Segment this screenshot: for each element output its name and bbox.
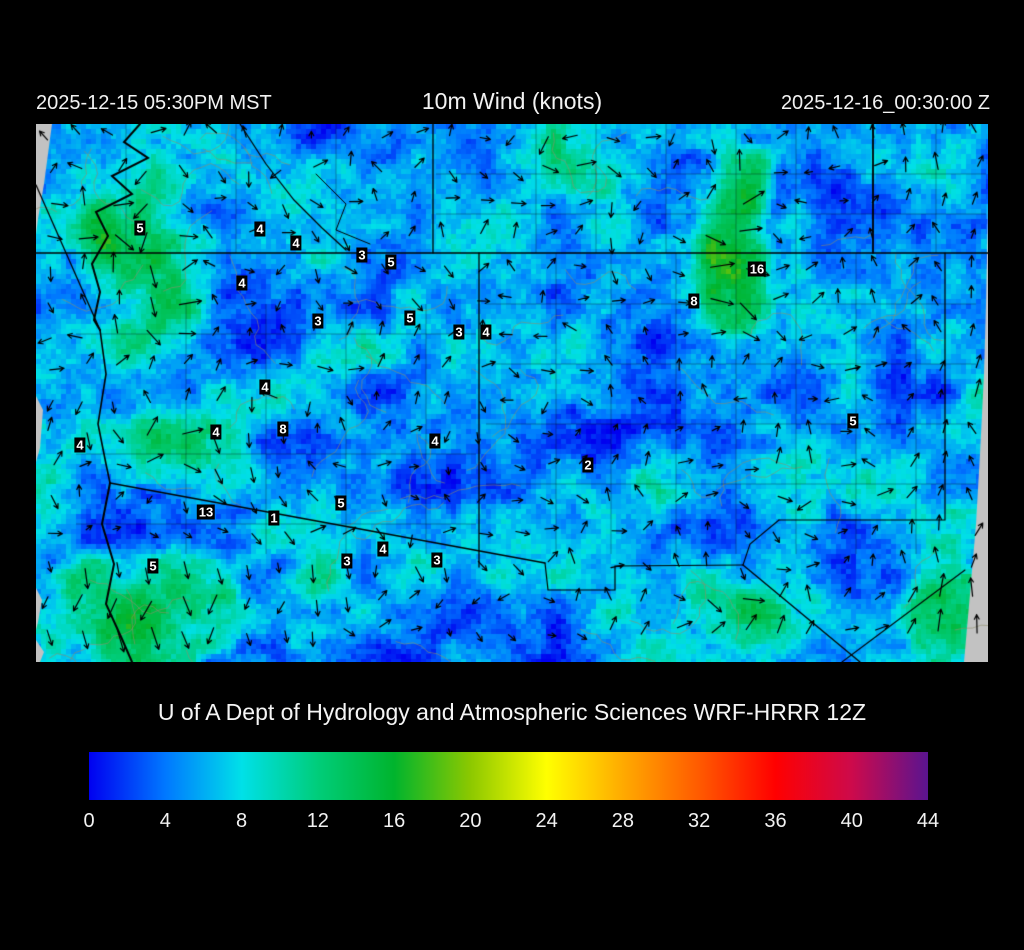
wind-speed-label: 8 xyxy=(688,293,700,309)
wind-speed-label: 4 xyxy=(74,437,86,453)
colorbar-ticks: 0 4 8 12 16 20 24 28 32 36 40 44 xyxy=(83,810,939,836)
wind-speed-label: 5 xyxy=(134,220,146,236)
wind-speed-label: 5 xyxy=(335,495,347,511)
colorbar-tick-label: 40 xyxy=(840,810,863,832)
wind-speed-label: 4 xyxy=(210,424,222,440)
wind-speed-label: 4 xyxy=(236,275,248,291)
colorbar-tick-label: 32 xyxy=(688,810,711,832)
wind-speed-label: 13 xyxy=(196,504,216,520)
wind-speed-label: 1 xyxy=(268,510,280,526)
colorbar-tick-label: 28 xyxy=(611,810,635,832)
wind-speed-label: 5 xyxy=(847,413,859,429)
wind-speed-label: 4 xyxy=(480,324,492,340)
wind-speed-label: 5 xyxy=(404,310,416,326)
colorbar-tick-label: 16 xyxy=(382,810,406,832)
wind-speed-label: 3 xyxy=(453,324,465,340)
valid-time-local: 2025-12-15 05:30PM MST xyxy=(36,92,272,114)
colorbar-gradient xyxy=(89,752,928,800)
wind-speed-label: 3 xyxy=(312,313,324,329)
wind-map: 5 4 4 3 5 4 16 8 3 5 3 4 4 4 8 4 4 2 5 13 1 5 5 4 3 3 xyxy=(36,124,988,662)
colorbar-tick-label: 12 xyxy=(306,810,329,832)
wind-speed-labels: 5 4 4 3 5 4 16 8 3 5 3 4 4 4 8 4 4 2 5 13 1 5 5 4 3 3 xyxy=(36,124,988,662)
wind-speed-label: 3 xyxy=(356,247,368,263)
valid-time-utc: 2025-12-16_00:30:00 Z xyxy=(780,92,990,114)
page-title: 10m Wind (knots) xyxy=(421,88,603,114)
wind-speed-label: 16 xyxy=(747,261,767,277)
colorbar-tick-label: 8 xyxy=(235,810,248,832)
colorbar-tick-label: 24 xyxy=(535,810,558,832)
wind-speed-label: 5 xyxy=(147,558,159,574)
wind-speed-label: 2 xyxy=(582,457,594,473)
colorbar-tick-label: 4 xyxy=(159,810,171,832)
colorbar-tick-label: 0 xyxy=(83,810,95,832)
wind-speed-label: 8 xyxy=(277,421,289,437)
wind-speed-label: 4 xyxy=(254,221,266,237)
wind-speed-label: 3 xyxy=(431,552,443,568)
colorbar-tick-label: 20 xyxy=(459,810,482,832)
wind-speed-label: 3 xyxy=(341,553,353,569)
wind-map-canvas xyxy=(36,124,988,662)
wind-speed-label: 4 xyxy=(290,235,302,251)
wind-speed-label: 5 xyxy=(385,254,397,270)
wind-speed-label: 4 xyxy=(259,379,271,395)
caption: U of A Dept of Hydrology and Atmospheric… xyxy=(157,699,867,725)
wind-speed-label: 4 xyxy=(377,541,389,557)
colorbar-tick-label: 36 xyxy=(764,810,787,832)
colorbar-tick-label: 44 xyxy=(916,810,940,832)
wind-speed-label: 4 xyxy=(429,433,441,449)
